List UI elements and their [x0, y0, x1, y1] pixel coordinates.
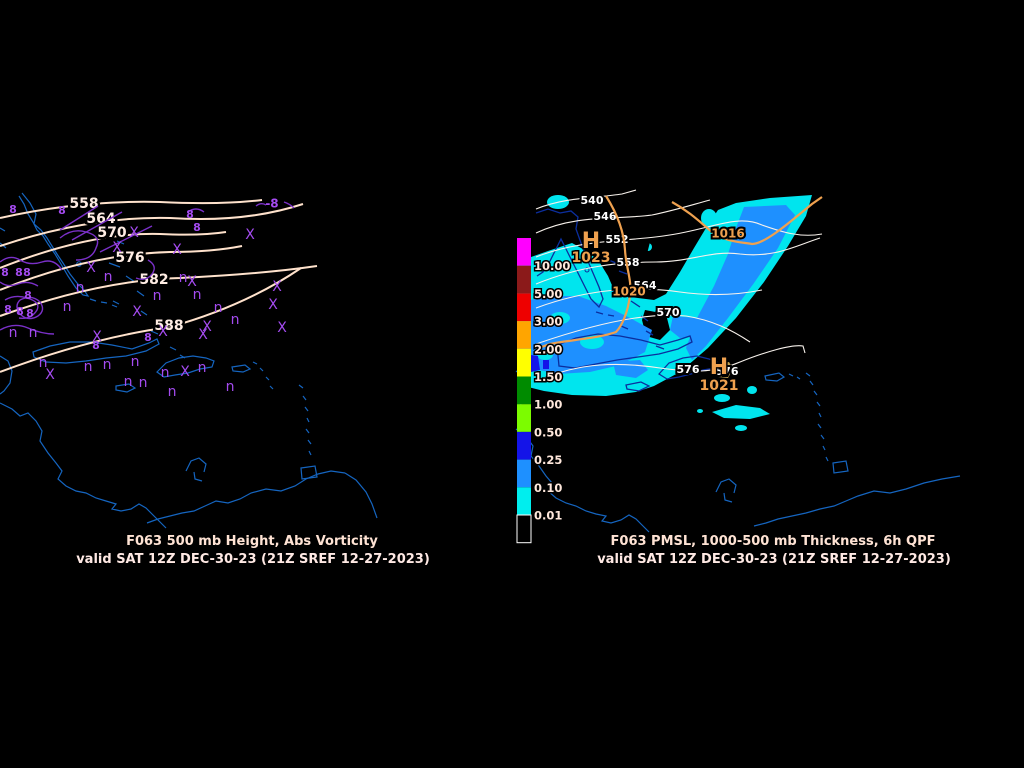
svg-text:0.01: 0.01 — [534, 509, 562, 523]
svg-text:8: 8 — [16, 305, 24, 318]
svg-text:570: 570 — [657, 306, 680, 319]
svg-text:n: n — [153, 288, 162, 304]
svg-text:576: 576 — [716, 365, 739, 378]
left-panel-title: F063 500 mb Height, Abs Vorticity — [126, 534, 378, 549]
svg-text:n: n — [161, 365, 170, 381]
svg-text:8: 8 — [15, 266, 23, 279]
svg-text:1.00: 1.00 — [534, 398, 562, 412]
svg-text:8: 8 — [92, 339, 100, 352]
svg-text:582: 582 — [139, 272, 168, 288]
svg-text:X: X — [272, 279, 282, 295]
left-panel-valid-time: valid SAT 12Z DEC-30-23 (21Z SREF 12-27-… — [76, 552, 430, 567]
svg-text:n: n — [198, 360, 207, 376]
svg-text:X: X — [86, 260, 96, 276]
right-panel-title: F063 PMSL, 1000-500 mb Thickness, 6h QPF — [610, 534, 936, 549]
svg-text:558: 558 — [617, 256, 640, 269]
svg-text:8: 8 — [4, 303, 12, 316]
svg-text:X: X — [245, 227, 255, 243]
svg-text:8: 8 — [144, 331, 152, 344]
svg-text:X: X — [158, 324, 168, 340]
svg-text:1016: 1016 — [711, 227, 744, 241]
svg-text:0.25: 0.25 — [534, 453, 562, 467]
svg-text:1020: 1020 — [612, 285, 645, 299]
right-panel-valid-time: valid SAT 12Z DEC-30-23 (21Z SREF 12-27-… — [597, 552, 951, 567]
svg-text:564: 564 — [86, 211, 115, 227]
svg-text:3.00: 3.00 — [534, 315, 562, 329]
svg-text:n: n — [104, 269, 113, 285]
svg-text:8: 8 — [186, 208, 194, 221]
svg-text:n: n — [231, 312, 240, 328]
svg-text:X: X — [172, 242, 182, 258]
svg-text:X: X — [202, 319, 212, 335]
svg-text:n: n — [39, 355, 48, 371]
svg-text:n: n — [76, 280, 85, 296]
svg-text:10.00: 10.00 — [534, 259, 570, 273]
svg-text:588: 588 — [154, 318, 183, 334]
svg-text:X: X — [92, 329, 102, 345]
svg-text:564: 564 — [634, 279, 657, 292]
svg-text:8: 8 — [23, 266, 31, 279]
svg-text:n: n — [84, 359, 93, 375]
svg-text:8: 8 — [9, 203, 17, 216]
svg-text:n: n — [168, 384, 177, 400]
svg-text:X: X — [45, 367, 55, 383]
svg-text:1021: 1021 — [700, 378, 739, 394]
svg-text:X: X — [112, 240, 122, 256]
svg-text:2.00: 2.00 — [534, 342, 562, 356]
svg-text:0.10: 0.10 — [534, 481, 562, 495]
svg-text:8: 8 — [58, 204, 66, 217]
svg-text:H: H — [582, 229, 600, 254]
svg-text:8: 8 — [26, 307, 34, 320]
svg-text:1.50: 1.50 — [534, 370, 562, 384]
svg-text:1023: 1023 — [572, 250, 611, 266]
svg-text:546: 546 — [594, 210, 617, 223]
svg-text:H: H — [710, 355, 728, 380]
svg-text:n: n — [193, 287, 202, 303]
svg-text:n: n — [214, 300, 223, 316]
svg-text:X: X — [129, 225, 139, 241]
svg-text:0.50: 0.50 — [534, 425, 562, 439]
svg-text:n: n — [29, 325, 38, 341]
svg-text:5.00: 5.00 — [534, 287, 562, 301]
svg-text:570: 570 — [97, 225, 126, 241]
svg-text:n: n — [124, 374, 133, 390]
svg-text:576: 576 — [115, 250, 144, 266]
svg-text:X: X — [180, 364, 190, 380]
svg-text:576: 576 — [677, 363, 700, 376]
svg-text:-8: -8 — [265, 197, 278, 211]
svg-text:8: 8 — [193, 221, 201, 234]
svg-text:X: X — [187, 274, 197, 290]
svg-text:X: X — [132, 304, 142, 320]
svg-text:X: X — [268, 297, 278, 313]
svg-text:n: n — [103, 357, 112, 373]
svg-text:n: n — [63, 299, 72, 315]
svg-text:n: n — [131, 354, 140, 370]
svg-text:8: 8 — [24, 289, 32, 302]
svg-text:n: n — [179, 270, 188, 286]
svg-text:540: 540 — [581, 194, 604, 207]
svg-text:X: X — [198, 327, 208, 343]
svg-text:n: n — [9, 325, 18, 341]
svg-text:n: n — [226, 379, 235, 395]
svg-text:n: n — [139, 375, 148, 391]
svg-text:X: X — [277, 320, 287, 336]
svg-text:8: 8 — [1, 266, 9, 279]
